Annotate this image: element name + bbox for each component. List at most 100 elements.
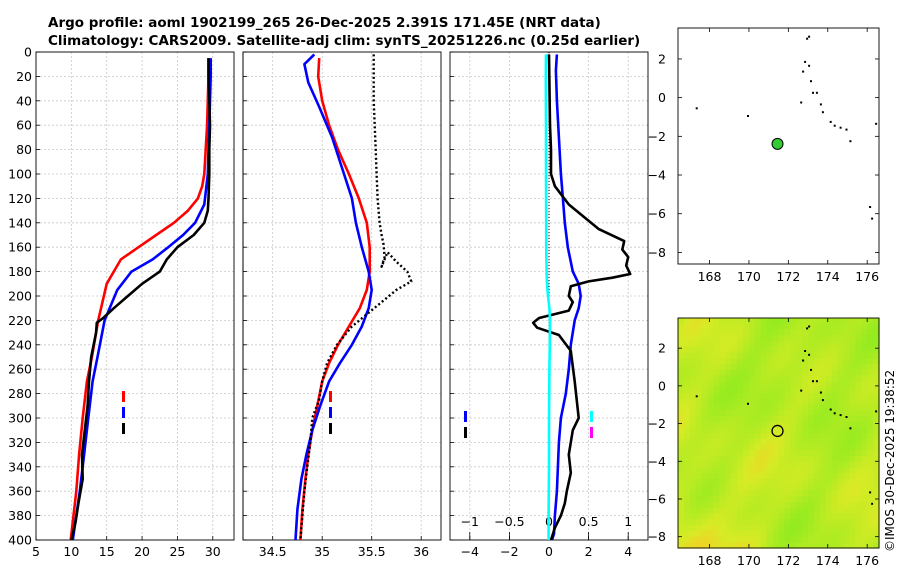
sla-heatmap-cell bbox=[819, 496, 827, 503]
sla-heatmap-cell bbox=[819, 473, 827, 480]
sla-heatmap-cell bbox=[737, 525, 744, 532]
sla-heatmap-cell bbox=[813, 364, 821, 371]
sla-heatmap-cell bbox=[713, 438, 720, 446]
sla-heatmap-cell bbox=[784, 536, 791, 543]
sla-heatmap-cell bbox=[772, 375, 780, 382]
sla-heatmap-cell bbox=[754, 536, 762, 543]
sla-heatmap-cell bbox=[707, 450, 715, 457]
sla-heatmap-cell bbox=[743, 456, 750, 463]
sla-heatmap-cell bbox=[849, 467, 856, 474]
sla-heatmap-cell bbox=[695, 473, 703, 480]
sla-heatmap-cell bbox=[701, 496, 709, 503]
sla-heatmap-cell bbox=[796, 352, 803, 359]
sla-heatmap-cell bbox=[802, 542, 809, 549]
island-point bbox=[821, 111, 824, 114]
sla-heatmap-cell bbox=[719, 341, 726, 348]
temperature-frame bbox=[35, 51, 235, 541]
sla-heatmap-cell bbox=[843, 513, 851, 520]
sst_map-frame bbox=[677, 27, 880, 265]
sla-heatmap-cell bbox=[683, 329, 691, 336]
sla-heatmap-cell bbox=[766, 496, 774, 503]
x-tick-label: 5 bbox=[32, 544, 40, 559]
sla-heatmap-cell bbox=[790, 513, 797, 520]
sla-heatmap-cell bbox=[867, 467, 874, 474]
sla-heatmap-cell bbox=[831, 323, 839, 331]
sla-heatmap-cell bbox=[731, 421, 738, 428]
sla-heatmap-cell bbox=[802, 519, 809, 526]
sla-heatmap-cell bbox=[725, 404, 732, 411]
sla-heatmap-cell bbox=[855, 318, 862, 325]
sla-heatmap-cell bbox=[731, 502, 738, 509]
sla-heatmap-cell bbox=[778, 438, 786, 446]
sla-heatmap-cell bbox=[766, 542, 774, 549]
sla-heatmap-cell bbox=[695, 329, 703, 336]
sla-heatmap-cell bbox=[695, 450, 703, 457]
sla-heatmap-cell bbox=[831, 329, 839, 336]
sla-heatmap-cell bbox=[701, 415, 709, 423]
sla-heatmap-cell bbox=[843, 484, 851, 492]
temperature-panel: 5 10 15 20 25 3002040608010012014016018020022… bbox=[8, 45, 235, 559]
sla-heatmap-cell bbox=[843, 410, 851, 417]
y-tick-label: 140 bbox=[8, 215, 32, 230]
sla-heatmap-cell bbox=[719, 536, 726, 543]
sla-heatmap-cell bbox=[754, 415, 762, 423]
sla-heatmap-cell bbox=[861, 415, 868, 423]
sla-heatmap-cell bbox=[707, 346, 715, 354]
sla-heatmap-cell bbox=[861, 410, 868, 417]
sla-heatmap-cell bbox=[743, 536, 750, 543]
sla-heatmap-cell bbox=[873, 329, 880, 336]
sla-heatmap-cell bbox=[719, 438, 726, 446]
sla-heatmap-cell bbox=[790, 496, 797, 503]
sla-heatmap-cell bbox=[861, 456, 868, 463]
sla-heatmap-cell bbox=[707, 387, 715, 394]
sla-heatmap-cell bbox=[837, 519, 845, 526]
sla-heatmap-cell bbox=[719, 358, 726, 365]
sla-heatmap-cell bbox=[855, 415, 862, 423]
y-tick-label: 380 bbox=[8, 508, 32, 523]
sla-heatmap-cell bbox=[678, 404, 685, 411]
sla-heatmap-cell bbox=[873, 369, 880, 377]
island-point bbox=[695, 395, 698, 398]
sla-heatmap-cell bbox=[731, 364, 738, 371]
sla-heatmap-cell bbox=[819, 415, 827, 423]
sla-heatmap-cell bbox=[707, 329, 715, 336]
sla-heatmap-cell bbox=[813, 433, 821, 440]
sla-heatmap-cell bbox=[837, 461, 845, 469]
sla-heatmap-cell bbox=[778, 410, 786, 417]
sla-heatmap-cell bbox=[784, 525, 791, 532]
sla-heatmap-cell bbox=[748, 513, 756, 520]
sla-heatmap-cell bbox=[760, 387, 768, 394]
sla-heatmap-cell bbox=[678, 473, 685, 480]
sla-heatmap-cell bbox=[772, 318, 780, 325]
sla-heatmap-cell bbox=[707, 392, 715, 400]
sla-heatmap-cell bbox=[737, 507, 744, 515]
series-line-climatology bbox=[299, 58, 371, 540]
sla-heatmap-cell bbox=[689, 433, 697, 440]
island-point bbox=[839, 414, 842, 417]
sla-heatmap-cell bbox=[790, 369, 797, 377]
sla-heatmap-cell bbox=[802, 479, 809, 486]
island-point bbox=[849, 427, 852, 430]
sla-heatmap-cell bbox=[843, 461, 851, 469]
sla-heatmap-cell bbox=[802, 392, 809, 400]
sla-heatmap-cell bbox=[689, 450, 697, 457]
sla-heatmap-cell bbox=[707, 502, 715, 509]
sla-heatmap-cell bbox=[748, 329, 756, 336]
sla-heatmap-cell bbox=[843, 542, 851, 549]
sla-heatmap-cell bbox=[695, 415, 703, 423]
sla-heatmap-cell bbox=[867, 341, 874, 348]
sla-heatmap-cell bbox=[855, 467, 862, 474]
sla-heatmap-cell bbox=[861, 507, 868, 515]
x-tick-label: 4 bbox=[624, 544, 632, 559]
sla-heatmap-cell bbox=[819, 381, 827, 388]
sla-heatmap-cell bbox=[725, 530, 732, 538]
sla-heatmap-cell bbox=[737, 450, 744, 457]
sla-heatmap-cell bbox=[760, 461, 768, 469]
sla-heatmap-cell bbox=[701, 519, 709, 526]
x-tick-label: −2 bbox=[500, 544, 518, 559]
sla-heatmap-cell bbox=[760, 530, 768, 538]
sla-heatmap-cell bbox=[689, 415, 697, 423]
sla-heatmap-cell bbox=[819, 490, 827, 497]
sla-heatmap-cell bbox=[748, 496, 756, 503]
sla-heatmap-cell bbox=[701, 392, 709, 400]
